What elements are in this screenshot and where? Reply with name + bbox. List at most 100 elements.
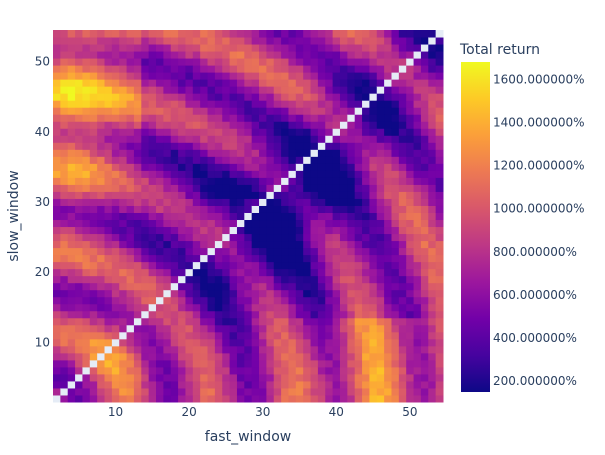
heatmap-cell <box>413 163 422 171</box>
heatmap-cell <box>251 324 260 333</box>
heatmap-cell <box>435 86 444 94</box>
heatmap-cell <box>236 156 245 164</box>
heatmap-cell <box>288 37 297 45</box>
heatmap-cell <box>178 387 186 396</box>
heatmap-cell <box>376 296 385 305</box>
heatmap-cell <box>266 352 275 361</box>
heatmap-cell <box>170 394 179 403</box>
heatmap-cell <box>413 170 422 178</box>
heatmap-cell <box>251 303 260 312</box>
heatmap-cell <box>148 275 157 284</box>
heatmap-cell <box>236 198 245 206</box>
heatmap-cell <box>53 268 61 277</box>
heatmap-cell <box>67 79 76 87</box>
heatmap-cell <box>75 79 83 87</box>
heatmap-cell <box>104 198 113 206</box>
heatmap-cell <box>339 289 348 298</box>
heatmap-cell <box>119 303 128 312</box>
heatmap-cell <box>236 275 245 284</box>
heatmap-cell <box>170 205 179 213</box>
heatmap-cell <box>97 163 106 171</box>
heatmap-cell <box>178 310 186 319</box>
heatmap-cell <box>266 212 275 221</box>
heatmap-cell <box>435 331 444 340</box>
heatmap-cell <box>178 65 186 73</box>
heatmap-cell <box>53 219 61 228</box>
heatmap-cell <box>406 226 415 235</box>
heatmap-cell <box>156 51 164 59</box>
heatmap-cell <box>288 233 297 242</box>
heatmap-cell <box>111 212 120 221</box>
heatmap-cell <box>281 65 289 73</box>
heatmap-cell <box>428 240 437 249</box>
heatmap-cell <box>170 170 179 178</box>
heatmap-cell <box>89 303 98 312</box>
heatmap-cell <box>222 219 231 228</box>
heatmap-cell <box>347 212 356 221</box>
heatmap-cell <box>178 338 186 347</box>
heatmap-cell <box>119 177 128 185</box>
heatmap-cell <box>222 184 231 192</box>
heatmap-cell <box>347 198 356 206</box>
heatmap-cell <box>207 254 216 263</box>
heatmap-cell <box>97 345 106 354</box>
heatmap-cell <box>435 205 444 213</box>
heatmap-cell <box>133 198 142 206</box>
heatmap-cell <box>281 331 289 340</box>
heatmap-cell <box>413 86 422 94</box>
heatmap-cell <box>200 93 209 101</box>
heatmap-cell <box>163 254 172 263</box>
colorbar-tick-label: 200.000000% <box>493 374 577 388</box>
heatmap-cell <box>281 275 289 284</box>
heatmap-cell <box>391 233 400 242</box>
heatmap-cell <box>339 212 348 221</box>
heatmap-cell <box>310 310 319 319</box>
heatmap-cell <box>97 317 106 326</box>
heatmap-cell <box>428 394 437 403</box>
heatmap-cell <box>82 394 91 403</box>
heatmap-cell <box>420 121 429 129</box>
heatmap-cell <box>332 282 341 291</box>
heatmap-cell <box>104 37 113 45</box>
heatmap-cell <box>163 114 172 122</box>
heatmap-cell <box>244 205 253 213</box>
heatmap-cell <box>236 247 245 256</box>
diagonal-cell <box>391 72 400 80</box>
heatmap-cell <box>362 44 370 52</box>
heatmap-cell <box>75 240 83 249</box>
heatmap-cell <box>170 324 179 333</box>
heatmap-cell <box>236 359 245 368</box>
heatmap-cell <box>207 268 216 277</box>
heatmap-cell <box>229 93 238 101</box>
heatmap-cell <box>398 233 407 242</box>
heatmap-cell <box>236 317 245 326</box>
heatmap-cell <box>163 394 172 403</box>
heatmap-cell <box>170 240 179 249</box>
heatmap-cell <box>111 247 120 256</box>
heatmap-cell <box>53 282 61 291</box>
heatmap-cell <box>82 51 91 59</box>
heatmap-cell <box>156 387 164 396</box>
heatmap-cell <box>428 380 437 389</box>
heatmap-cell <box>303 198 312 206</box>
heatmap-cell <box>354 317 363 326</box>
heatmap-cell <box>67 373 76 382</box>
heatmap-cell <box>406 79 415 87</box>
heatmap-cell <box>317 303 326 312</box>
heatmap-cell <box>75 128 83 136</box>
heatmap-cell <box>384 156 392 164</box>
heatmap-cell <box>347 65 356 73</box>
heatmap-cell <box>347 184 356 192</box>
heatmap-cell <box>60 331 69 340</box>
heatmap-cell <box>75 303 83 312</box>
heatmap-cell <box>391 282 400 291</box>
heatmap-cell <box>82 128 91 136</box>
heatmap-cell <box>420 100 429 108</box>
heatmap-cell <box>413 359 422 368</box>
heatmap-cell <box>339 156 348 164</box>
heatmap-cell <box>391 254 400 263</box>
heatmap-cell <box>259 107 267 115</box>
heatmap-cell <box>273 212 282 221</box>
heatmap-cell <box>376 275 385 284</box>
heatmap-cell <box>281 261 289 270</box>
